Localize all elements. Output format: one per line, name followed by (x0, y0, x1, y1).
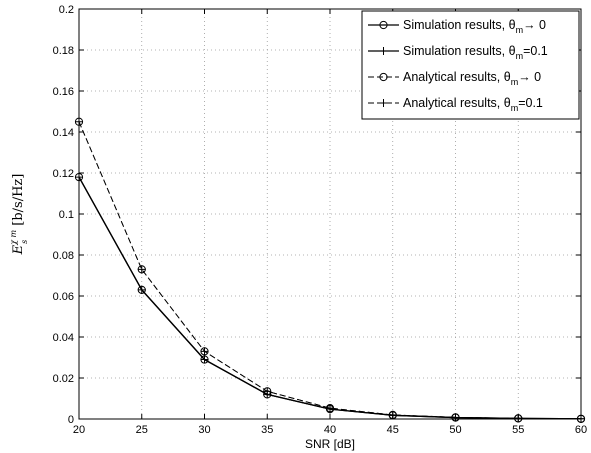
legend-entry-2: Simulation results, θm=0.1 (368, 44, 548, 61)
y-label-superscript: χ m (9, 229, 18, 245)
legend-label: Simulation results, θm→ 0 (403, 18, 546, 35)
legend: Simulation results, θm→ 0 Simulation resu… (361, 10, 580, 120)
legend-marker (379, 20, 388, 30)
x-tick-label: 50 (449, 424, 461, 436)
legend-marker (379, 99, 388, 107)
x-tick-label: 55 (512, 424, 524, 436)
ticks: 20 25 30 35 40 45 50 55 60 0 0.02 0.04 0.06 0.08 0.1 0.… (53, 4, 588, 436)
y-tick-label: 0.02 (53, 373, 74, 385)
y-tick-label: 0.18 (53, 45, 74, 57)
y-label-subscript: s (20, 240, 29, 244)
y-tick-label: 0.08 (53, 250, 74, 262)
x-tick-label: 30 (198, 424, 210, 436)
x-tick-label: 40 (324, 424, 336, 436)
y-tick-label: 0.06 (53, 291, 74, 303)
series-4-line (78, 121, 582, 420)
svg-text:Eχ ms[b/s/Hz]: Eχ m s [b/s/Hz] (9, 174, 29, 256)
y-tick-label: 0.2 (59, 4, 74, 16)
legend-entry-1: Simulation results, θm→ 0 (368, 18, 546, 35)
series-4-point (137, 265, 146, 274)
legend-label: Analytical results, θm=0.1 (403, 96, 543, 113)
x-axis-label: SNR [dB] (305, 437, 355, 451)
x-tick-label: 45 (387, 424, 399, 436)
y-label-unit: [b/s/Hz] (11, 174, 26, 226)
x-tick-label: 25 (136, 424, 148, 436)
legend-marker (379, 72, 388, 82)
y-tick-label: 0.12 (53, 168, 74, 180)
series-2-point (200, 355, 209, 364)
x-tick-label: 35 (261, 424, 273, 436)
series-4-point (263, 387, 272, 396)
legend-items: Simulation results, θm→ 0 Simulation resu… (368, 18, 548, 113)
series-4-point (326, 404, 334, 413)
y-label-symbol: E (11, 244, 26, 255)
x-tick-label: 20 (73, 424, 85, 436)
y-tick-label: 0 (68, 414, 74, 426)
legend-entry-3: Analytical results, θm→ 0 (368, 70, 541, 87)
legend-label: Analytical results, θm→ 0 (403, 70, 541, 87)
series-2-point (137, 285, 146, 294)
legend-entry-4: Analytical results, θm=0.1 (368, 96, 543, 113)
legend-label: Simulation results, θm=0.1 (403, 44, 548, 61)
x-tick-label: 60 (575, 424, 587, 436)
legend-box (361, 10, 580, 120)
series-4-point (200, 347, 209, 356)
y-tick-label: 0.1 (59, 209, 74, 221)
y-axis-label: Eχ m s [b/s/Hz] (9, 174, 29, 256)
y-tick-label: 0.14 (53, 127, 74, 139)
legend-marker (379, 47, 388, 55)
y-tick-label: 0.16 (53, 86, 74, 98)
y-tick-label: 0.04 (53, 332, 74, 344)
